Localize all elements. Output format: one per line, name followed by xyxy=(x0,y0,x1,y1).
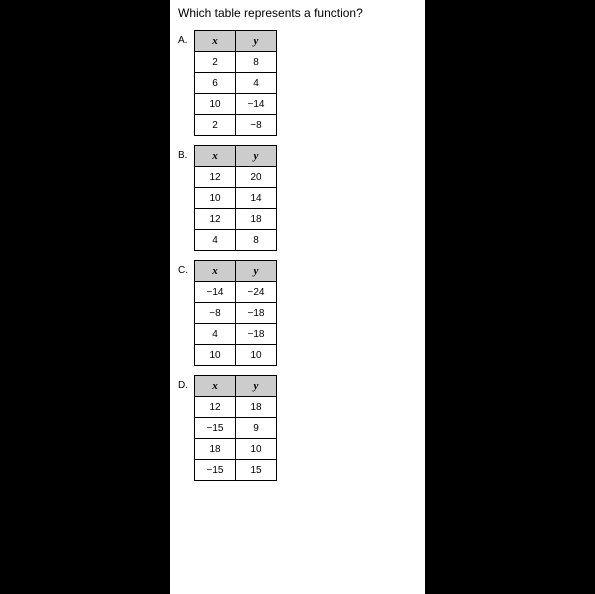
table-row: 2−8 xyxy=(195,115,277,136)
cell-y: −18 xyxy=(236,303,277,324)
header-y: y xyxy=(236,261,277,282)
cell-x: −14 xyxy=(195,282,236,303)
table-D: x y 1218 −159 1810 −1515 xyxy=(194,375,277,481)
header-y: y xyxy=(236,376,277,397)
header-x: x xyxy=(195,261,236,282)
option-D-label: D. xyxy=(178,375,194,391)
table-row: 48 xyxy=(195,230,277,251)
option-C-label: C. xyxy=(178,260,194,276)
cell-y: 8 xyxy=(236,230,277,251)
cell-x: −15 xyxy=(195,418,236,439)
table-row: −14−24 xyxy=(195,282,277,303)
cell-x: 4 xyxy=(195,230,236,251)
option-C[interactable]: C. x y −14−24 −8−18 4−18 1010 xyxy=(178,260,417,366)
header-y: y xyxy=(236,146,277,167)
table-header-row: x y xyxy=(195,261,277,282)
table-row: 1218 xyxy=(195,209,277,230)
table-row: 4−18 xyxy=(195,324,277,345)
cell-x: 10 xyxy=(195,188,236,209)
cell-x: −8 xyxy=(195,303,236,324)
cell-y: 14 xyxy=(236,188,277,209)
table-row: 10−14 xyxy=(195,94,277,115)
cell-y: 15 xyxy=(236,460,277,481)
cell-x: 2 xyxy=(195,115,236,136)
cell-x: 12 xyxy=(195,209,236,230)
cell-y: 18 xyxy=(236,209,277,230)
cell-y: −14 xyxy=(236,94,277,115)
table-row: 64 xyxy=(195,73,277,94)
table-row: −1515 xyxy=(195,460,277,481)
cell-y: −8 xyxy=(236,115,277,136)
cell-x: 2 xyxy=(195,52,236,73)
cell-x: −15 xyxy=(195,460,236,481)
table-row: 28 xyxy=(195,52,277,73)
table-row: 1010 xyxy=(195,345,277,366)
table-header-row: x y xyxy=(195,31,277,52)
cell-y: 8 xyxy=(236,52,277,73)
option-B[interactable]: B. x y 1220 1014 1218 48 xyxy=(178,145,417,251)
header-y: y xyxy=(236,31,277,52)
cell-y: 10 xyxy=(236,345,277,366)
option-A[interactable]: A. x y 28 64 10−14 2−8 xyxy=(178,30,417,136)
header-x: x xyxy=(195,376,236,397)
cell-x: 10 xyxy=(195,345,236,366)
table-header-row: x y xyxy=(195,376,277,397)
cell-y: 20 xyxy=(236,167,277,188)
header-x: x xyxy=(195,31,236,52)
table-row: 1014 xyxy=(195,188,277,209)
cell-x: 18 xyxy=(195,439,236,460)
cell-y: −24 xyxy=(236,282,277,303)
table-row: 1220 xyxy=(195,167,277,188)
cell-y: −18 xyxy=(236,324,277,345)
cell-y: 9 xyxy=(236,418,277,439)
table-B: x y 1220 1014 1218 48 xyxy=(194,145,277,251)
table-A: x y 28 64 10−14 2−8 xyxy=(194,30,277,136)
table-header-row: x y xyxy=(195,146,277,167)
cell-x: 12 xyxy=(195,397,236,418)
cell-y: 10 xyxy=(236,439,277,460)
table-row: −159 xyxy=(195,418,277,439)
question-text: Which table represents a function? xyxy=(178,6,417,20)
cell-x: 12 xyxy=(195,167,236,188)
table-row: 1810 xyxy=(195,439,277,460)
cell-x: 6 xyxy=(195,73,236,94)
worksheet-page: Which table represents a function? A. x … xyxy=(170,0,425,594)
cell-x: 10 xyxy=(195,94,236,115)
cell-x: 4 xyxy=(195,324,236,345)
cell-y: 18 xyxy=(236,397,277,418)
table-row: −8−18 xyxy=(195,303,277,324)
header-x: x xyxy=(195,146,236,167)
option-D[interactable]: D. x y 1218 −159 1810 −1515 xyxy=(178,375,417,481)
option-A-label: A. xyxy=(178,30,194,46)
cell-y: 4 xyxy=(236,73,277,94)
table-C: x y −14−24 −8−18 4−18 1010 xyxy=(194,260,277,366)
table-row: 1218 xyxy=(195,397,277,418)
option-B-label: B. xyxy=(178,145,194,161)
